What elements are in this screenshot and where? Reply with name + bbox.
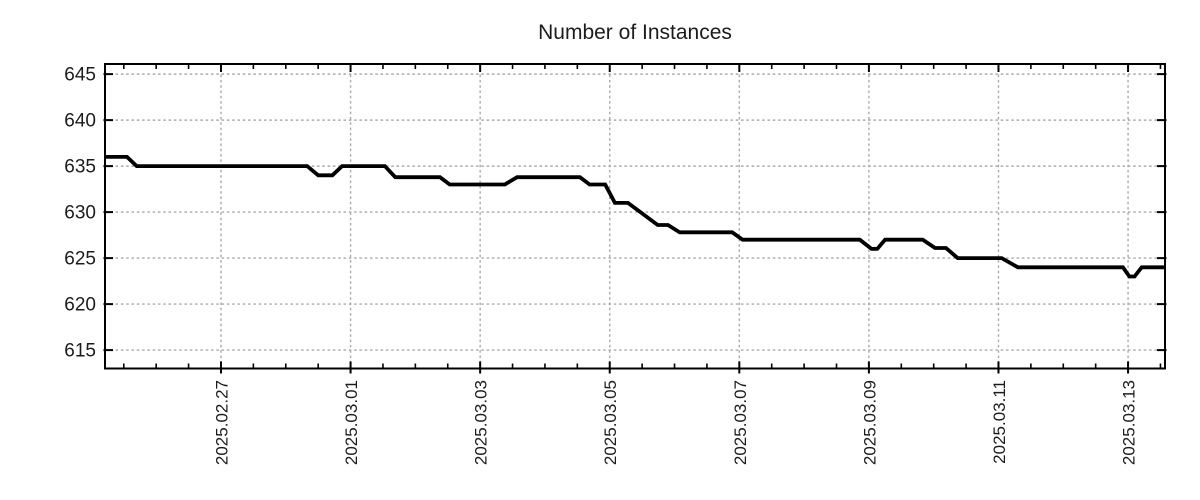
x-tick-label: 2025.03.01: [342, 380, 361, 465]
axis-label-layer: 615 620 625 630 635 640 645 2025.02.27 2025.03.0…: [64, 65, 1138, 465]
y-tick-label: 625: [64, 249, 96, 270]
plot-frame: [104, 63, 1166, 370]
y-tick-label: 640: [64, 111, 96, 132]
grid-layer: [105, 64, 1165, 369]
x-tick-label: 2025.03.07: [731, 380, 750, 465]
x-tick-label: 2025.02.27: [212, 380, 231, 465]
y-tick-label: 620: [64, 295, 96, 316]
y-tick-label: 630: [64, 203, 96, 224]
chart-title: Number of Instances: [538, 21, 732, 44]
x-tick-label: 2025.03.05: [601, 380, 620, 465]
x-tick-label: 2025.03.11: [990, 380, 1009, 464]
series-layer: [105, 154, 1165, 279]
x-tick-label: 2025.03.03: [472, 380, 491, 465]
tick-layer: [103, 64, 1167, 374]
y-tick-label: 615: [64, 341, 96, 362]
x-tick-label: 2025.03.09: [860, 380, 879, 465]
y-tick-label: 645: [64, 65, 96, 86]
plot-border: [104, 63, 1166, 370]
x-tick-label: 2025.03.13: [1120, 380, 1139, 465]
data-series-line: [105, 154, 1165, 279]
y-tick-label: 635: [64, 157, 96, 178]
